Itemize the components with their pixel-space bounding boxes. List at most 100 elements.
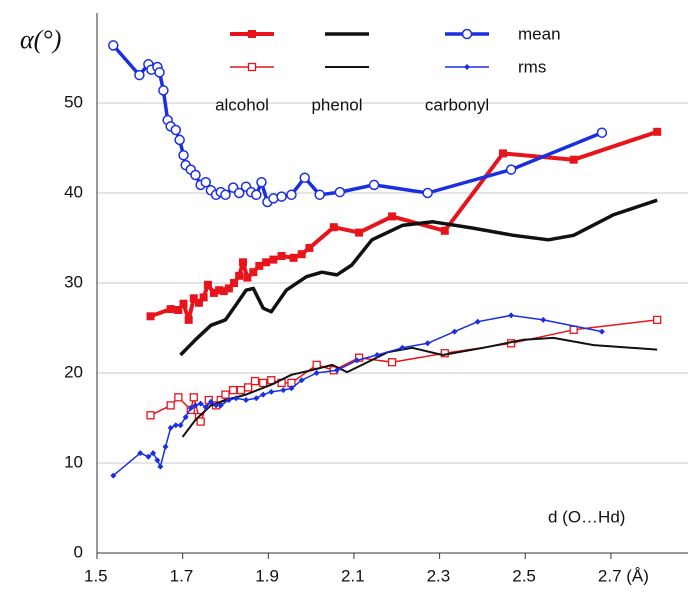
data-point <box>596 127 608 138</box>
y-tick-label: 40 <box>64 182 83 201</box>
x-tick-label: 2.1 <box>341 566 365 585</box>
data-point <box>255 261 264 270</box>
data-point <box>177 422 184 429</box>
data-point <box>213 402 220 409</box>
data-point <box>368 179 380 191</box>
data-point <box>154 67 165 78</box>
data-point <box>355 228 364 237</box>
legend-marker <box>464 64 470 70</box>
data-point <box>277 252 286 260</box>
y-tick-label: 30 <box>64 272 83 291</box>
data-point <box>145 453 152 460</box>
data-point <box>505 164 517 175</box>
data-point <box>253 395 260 402</box>
data-point <box>146 312 155 321</box>
data-point <box>194 298 203 307</box>
data-point <box>299 172 310 183</box>
data-point <box>314 189 325 201</box>
data-point <box>219 287 228 296</box>
legend-label: mean <box>518 24 561 43</box>
data-point <box>244 383 253 392</box>
data-point <box>313 370 320 376</box>
data-point <box>215 286 224 295</box>
data-point <box>166 401 175 410</box>
data-point <box>243 273 252 282</box>
data-point <box>474 318 481 325</box>
data-point <box>374 352 381 358</box>
legend-label: alcohol <box>215 95 269 114</box>
data-point <box>200 176 212 188</box>
data-point <box>653 127 662 136</box>
data-point <box>233 187 245 199</box>
data-point <box>256 176 267 188</box>
data-point <box>182 414 189 421</box>
data-point <box>569 325 578 334</box>
data-point <box>286 189 297 201</box>
data-point <box>220 189 231 201</box>
y-tick-label: 20 <box>64 362 83 381</box>
x-tick-label: 2.5 <box>512 566 536 585</box>
data-point <box>174 393 183 402</box>
data-point <box>190 169 201 181</box>
data-point <box>209 288 218 297</box>
data-point <box>239 258 248 267</box>
data-point <box>269 255 278 264</box>
annotation: d (O…Hd) <box>548 507 625 526</box>
data-point <box>166 305 175 314</box>
data-point <box>440 226 449 235</box>
data-point <box>192 402 199 409</box>
data-point <box>276 191 287 202</box>
data-point <box>424 340 431 347</box>
data-point <box>243 397 250 403</box>
data-point <box>158 85 169 96</box>
data-point <box>184 315 193 324</box>
data-point <box>498 149 507 158</box>
data-point <box>334 186 346 198</box>
data-point <box>167 424 174 431</box>
legend-label: rms <box>518 57 546 76</box>
data-point <box>387 358 397 367</box>
data-point <box>224 284 233 293</box>
data-point <box>280 387 287 394</box>
data-point <box>388 212 397 221</box>
data-point <box>653 315 662 325</box>
series-line <box>112 314 603 477</box>
data-point <box>196 417 205 426</box>
data-point <box>174 134 185 146</box>
data-point <box>229 385 238 395</box>
data-point <box>207 398 214 405</box>
data-point <box>598 328 605 335</box>
y-tick-label: 50 <box>64 92 83 111</box>
y-axis-label: α(°) <box>20 25 61 54</box>
data-point <box>174 306 183 314</box>
data-point <box>203 280 212 289</box>
legend-label: carbonyl <box>425 95 489 114</box>
data-point <box>108 40 119 51</box>
x-tick-label: 1.9 <box>255 566 279 585</box>
data-point <box>178 149 189 161</box>
x-tick-label: 2.7 (Å) <box>598 566 649 585</box>
data-point <box>333 367 340 374</box>
data-point <box>189 294 198 303</box>
data-point <box>170 124 182 136</box>
data-point <box>172 422 179 429</box>
data-point <box>236 385 246 395</box>
data-point <box>179 299 188 308</box>
data-point <box>221 390 230 399</box>
data-point <box>399 344 406 351</box>
x-tick-label: 1.7 <box>170 566 194 585</box>
y-tick-label: 10 <box>64 452 83 471</box>
legend-marker <box>248 30 256 38</box>
data-point <box>508 312 515 319</box>
data-point <box>259 378 268 388</box>
data-point <box>329 223 338 232</box>
data-point <box>297 250 306 259</box>
data-point <box>110 472 117 479</box>
data-point <box>268 388 275 395</box>
data-point <box>134 69 145 81</box>
data-point <box>199 293 208 302</box>
data-point <box>230 279 239 287</box>
legend-marker <box>247 62 257 72</box>
data-point <box>233 395 240 402</box>
